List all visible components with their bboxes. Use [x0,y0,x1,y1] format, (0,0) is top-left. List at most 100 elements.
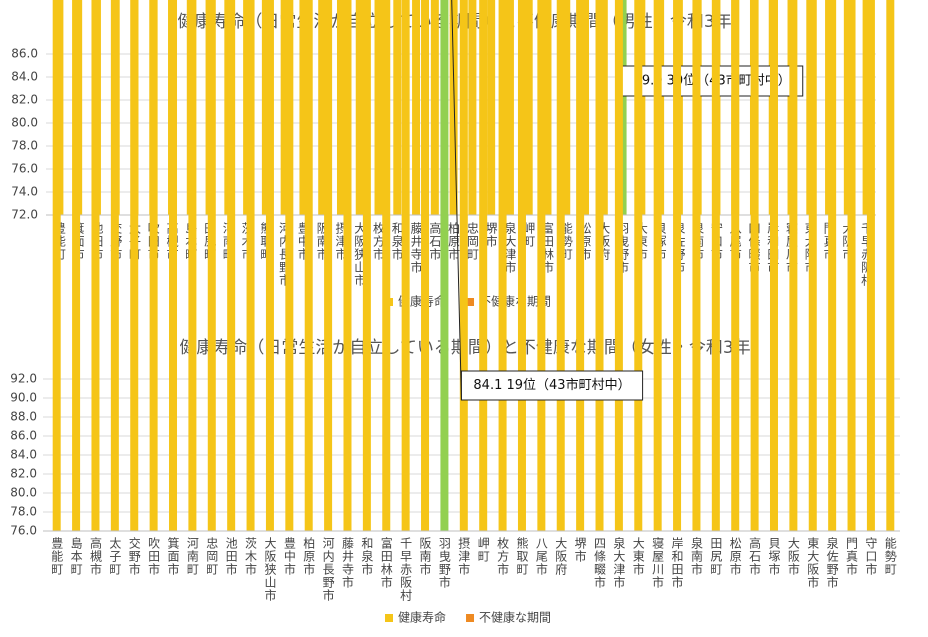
x-tick-label: 松原市 [728,537,742,576]
y-tick-label: 78.0 [11,139,38,153]
x-tick-label: 交野市 [127,536,141,576]
x-tick-label: 池田市 [224,537,238,576]
x-tick-label: 泉大津市 [612,537,626,589]
x-tick-label: 箕面市 [166,537,180,576]
bar-segment [847,0,856,532]
bar-segment [265,0,274,531]
bar-segment [886,0,895,531]
bar-segment [537,0,546,531]
bar-segment [362,0,371,531]
x-tick-label: 和泉市 [390,222,404,261]
bar-segment [149,0,158,531]
bar-segment [866,0,875,531]
bar-segment [285,0,294,531]
bar-segment [711,0,720,531]
y-tick-label: 76.0 [10,524,37,538]
legend-label: 健康寿命 [398,610,446,625]
x-tick-label: 和泉市 [360,537,374,576]
y-tick-label: 76.0 [11,162,38,176]
bar-segment [692,0,701,531]
bar-segment [614,0,623,532]
legend-label: 不健康な期間 [479,610,551,625]
bar-segment [318,0,327,215]
x-tick-label: 高石市 [748,536,762,576]
x-tick-label: 河南町 [185,537,199,576]
bar-segment [517,0,526,531]
x-tick-label: 柏原市 [447,221,461,261]
x-tick-label: 守口市 [864,537,878,576]
x-tick-label: 高石市 [428,221,442,261]
x-tick-label: 堺市 [484,222,498,248]
x-tick-label: 高槻市 [88,536,102,576]
y-tick-label: 86.0 [11,47,38,61]
x-tick-label: 枚方市 [496,536,510,576]
x-tick-label: 熊取町 [515,536,529,576]
y-tick-label: 82.0 [10,467,37,481]
x-tick-label: 四條畷市 [593,537,607,589]
bar-segment [261,0,270,215]
x-tick-label: 貝塚市 [767,537,781,576]
bar-segment [374,0,383,215]
x-tick-label: 枚方市 [372,221,386,261]
annotation-text: 84.1 19位（43市町村中） [473,377,630,393]
bar-segment [769,0,778,531]
x-tick-label: 藤井寺市 [340,537,354,589]
x-tick-label: 岸和田市 [670,537,684,589]
bar-segment [750,0,759,531]
bar-segment [421,0,430,531]
x-tick-label: 堺市 [573,537,587,563]
bar-segment [430,0,439,215]
bar-segment [324,0,333,531]
x-tick-label: 大阪狭山市 [263,537,277,602]
x-tick-label: 千早赤阪村 [399,537,413,602]
bar-segment [393,0,402,215]
bar-segment [412,0,421,215]
bar-segment [731,0,740,531]
x-tick-label: 豊能町 [50,537,64,576]
bar-segment [227,0,236,532]
bar-segment [581,0,590,215]
x-tick-label: 忠岡町 [205,537,219,576]
bar-segment [653,0,662,531]
bar-segment [562,0,571,215]
bar-segment [543,0,552,215]
y-tick-label: 92.0 [10,372,37,386]
legend-label: 不健康な期間 [479,294,551,309]
bar-segment [343,0,352,531]
x-tick-label: 寝屋川市 [651,536,665,589]
bar-segment [862,0,871,215]
x-tick-label: 河内長野市 [321,537,335,602]
bar-segment [382,0,391,532]
x-tick-label: 大阪府 [554,537,568,576]
bar-segment [673,0,682,531]
x-tick-label: 阪南市 [418,537,432,576]
x-tick-label: 摂津市 [457,536,471,576]
bar-segment [789,0,798,531]
y-tick-label: 74.0 [11,185,38,199]
y-tick-label: 78.0 [10,505,37,519]
x-tick-label: 八尾市 [534,537,548,576]
y-tick-label: 80.0 [11,116,38,130]
y-tick-label: 86.0 [10,429,37,443]
bar-segment [440,0,449,531]
y-tick-label: 90.0 [10,391,37,405]
bar-segment [449,0,458,215]
x-tick-label: 羽曳野市 [437,537,451,589]
bar-segment [556,0,565,531]
x-tick-label: 柏原市 [302,536,316,576]
y-tick-label: 82.0 [11,93,38,107]
x-tick-label: 豊中市 [282,537,296,576]
y-tick-label: 80.0 [10,486,37,500]
x-tick-label: 田尻町 [709,537,723,576]
bar-segment [808,0,817,531]
y-tick-label: 88.0 [10,410,37,424]
x-tick-label: 大阪市 [786,537,800,576]
bar-segment [487,0,496,215]
x-tick-label: 能勢町 [883,537,897,576]
bar-segment [72,0,81,531]
bar-segment [355,0,364,215]
bar-segment [207,0,216,531]
bar-segment [336,0,345,215]
bar-segment [634,0,643,531]
bar-segment [52,0,61,531]
